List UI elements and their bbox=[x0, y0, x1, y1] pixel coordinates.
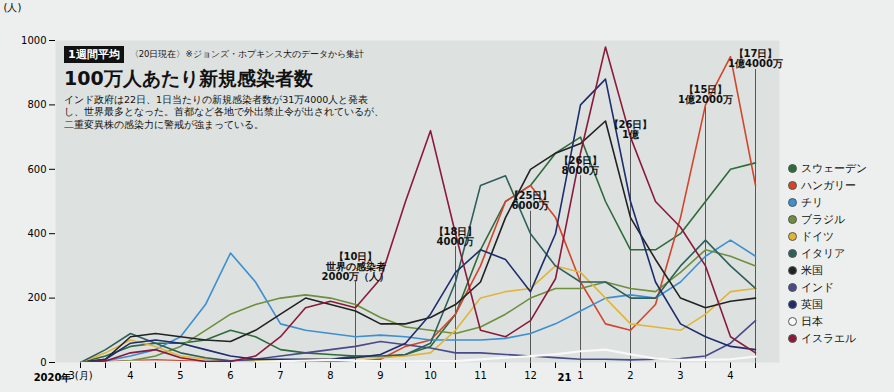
svg-text:12: 12 bbox=[524, 370, 537, 381]
html-text:ハンガリー: ハンガリー bbox=[801, 179, 856, 192]
svg-text:3(月): 3(月) bbox=[68, 370, 92, 381]
svg-text:0: 0 bbox=[40, 357, 46, 368]
svg-text:5: 5 bbox=[177, 370, 183, 381]
html-text:〈20日現在〉※ジョンズ・ホプキンス大のデータから集計: 〈20日現在〉※ジョンズ・ホプキンス大のデータから集計 bbox=[129, 48, 364, 59]
svg-text:800: 800 bbox=[27, 99, 46, 110]
svg-text:21: 21 bbox=[558, 372, 572, 383]
html-text:ドイツ: ドイツ bbox=[801, 230, 834, 243]
svg-text:8: 8 bbox=[327, 370, 333, 381]
html-text:英国: 英国 bbox=[801, 298, 823, 311]
html-text:1週間平均: 1週間平均 bbox=[68, 48, 120, 61]
svg-text:1000: 1000 bbox=[21, 35, 46, 46]
svg-text:400: 400 bbox=[27, 228, 46, 239]
html-text:チリ: チリ bbox=[801, 196, 823, 209]
svg-text:2020年: 2020年 bbox=[34, 372, 72, 383]
svg-text:600: 600 bbox=[27, 164, 46, 175]
svg-text:3: 3 bbox=[677, 370, 683, 381]
svg-text:200: 200 bbox=[27, 292, 46, 303]
svg-text:7: 7 bbox=[277, 370, 283, 381]
svg-text:(人): (人) bbox=[4, 2, 22, 13]
svg-text:【18日】4000万: 【18日】4000万 bbox=[434, 226, 478, 247]
svg-text:9: 9 bbox=[377, 370, 383, 381]
html-text:米国: 米国 bbox=[801, 264, 823, 277]
html-text:日本: 日本 bbox=[801, 315, 823, 328]
svg-text:【26日】8000万: 【26日】8000万 bbox=[559, 155, 603, 176]
html-text:スウェーデン: スウェーデン bbox=[801, 162, 867, 175]
html-text:インド政府は22日、1日当たりの新規感染者数が31万4000: インド政府は22日、1日当たりの新規感染者数が31万4000人と発表し、世界最多… bbox=[64, 94, 384, 130]
svg-text:11: 11 bbox=[474, 370, 487, 381]
svg-text:10: 10 bbox=[424, 370, 437, 381]
svg-text:4: 4 bbox=[727, 370, 733, 381]
svg-text:【17日】1億4000万: 【17日】1億4000万 bbox=[728, 48, 783, 69]
svg-text:2: 2 bbox=[627, 370, 633, 381]
html-text:イスラエル: イスラエル bbox=[801, 332, 856, 345]
html-text:100万人あたり新規感染者数: 100万人あたり新規感染者数 bbox=[64, 67, 313, 89]
html-text:イタリア: イタリア bbox=[801, 247, 845, 260]
svg-text:1: 1 bbox=[577, 370, 583, 381]
svg-text:【25日】6000万: 【25日】6000万 bbox=[509, 190, 553, 211]
html-text:ブラジル: ブラジル bbox=[801, 213, 845, 226]
html-text:インド: インド bbox=[801, 281, 834, 294]
svg-text:【10日】世界の感染者2000万（人）: 【10日】世界の感染者2000万（人） bbox=[322, 251, 390, 282]
svg-text:【26日】1億: 【26日】1億 bbox=[609, 119, 653, 140]
svg-text:4: 4 bbox=[127, 370, 133, 381]
svg-text:【15日】1億2000万: 【15日】1億2000万 bbox=[678, 84, 733, 105]
svg-text:6: 6 bbox=[227, 370, 233, 381]
